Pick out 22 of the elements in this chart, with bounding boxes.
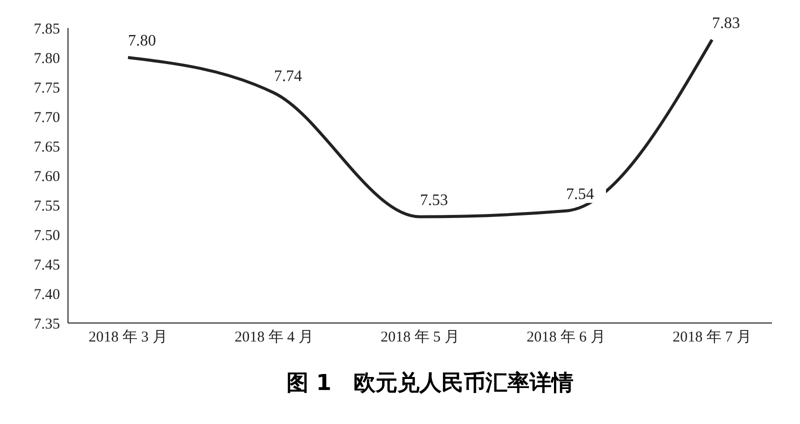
y-tick-label: 7.85 (34, 21, 60, 38)
y-tick-label: 7.35 (34, 316, 60, 332)
x-tick-label: 2018 年 4 月 (234, 328, 314, 346)
y-tick-label: 7.55 (34, 198, 60, 214)
y-tick-label: 7.60 (34, 168, 60, 185)
y-tick-label: 7.75 (34, 80, 60, 96)
x-tick-label: 2018 年 6 月 (526, 328, 606, 346)
y-tick-label: 7.40 (34, 286, 60, 303)
x-tick-label: 2018 年 3 月 (88, 328, 168, 346)
y-tick-label: 7.70 (34, 110, 60, 126)
y-tick-label: 7.50 (34, 228, 60, 244)
x-tick-label: 2018 年 5 月 (380, 328, 460, 346)
x-tick-label: 2018 年 7 月 (672, 328, 752, 346)
data-label: 7.83 (712, 14, 740, 32)
data-label: 7.74 (274, 68, 302, 85)
text: 图 1 欧元兑人民币汇率详情 (286, 370, 574, 398)
data-label: 7.54 (566, 186, 594, 203)
y-tick-label: 7.45 (34, 257, 60, 274)
y-tick-label: 7.80 (34, 50, 60, 67)
data-label: 7.80 (128, 32, 156, 50)
y-tick-label: 7.65 (34, 139, 60, 156)
data-label: 7.53 (420, 192, 448, 209)
